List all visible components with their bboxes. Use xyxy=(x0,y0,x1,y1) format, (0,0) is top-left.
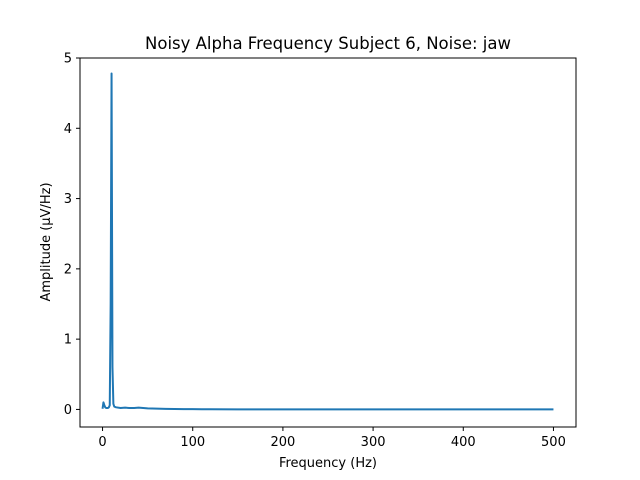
y-tick-label: 5 xyxy=(64,52,72,67)
y-axis-label: Amplitude (μV/Hz) xyxy=(39,182,54,301)
axes-frame xyxy=(79,57,577,428)
x-tick-label: 500 xyxy=(541,435,566,450)
plot-area xyxy=(79,57,577,428)
x-axis-ticks: 0 100 200 300 400 500 xyxy=(98,427,566,450)
x-tick-label: 0 xyxy=(98,435,106,450)
y-tick-label: 2 xyxy=(64,262,72,277)
x-tick-label: 200 xyxy=(270,435,295,450)
chart-title: Noisy Alpha Frequency Subject 6, Noise: … xyxy=(145,34,511,53)
x-tick-label: 100 xyxy=(180,435,205,450)
x-tick-label: 300 xyxy=(361,435,386,450)
y-tick-label: 3 xyxy=(64,192,72,207)
y-tick-label: 1 xyxy=(64,333,72,348)
y-tick-label: 0 xyxy=(64,403,72,418)
y-axis-ticks: 0 1 2 3 4 5 xyxy=(64,52,80,418)
x-tick-label: 400 xyxy=(451,435,476,450)
series-line-0 xyxy=(101,72,554,411)
x-axis-label: Frequency (Hz) xyxy=(279,456,377,471)
y-tick-label: 4 xyxy=(64,122,72,137)
